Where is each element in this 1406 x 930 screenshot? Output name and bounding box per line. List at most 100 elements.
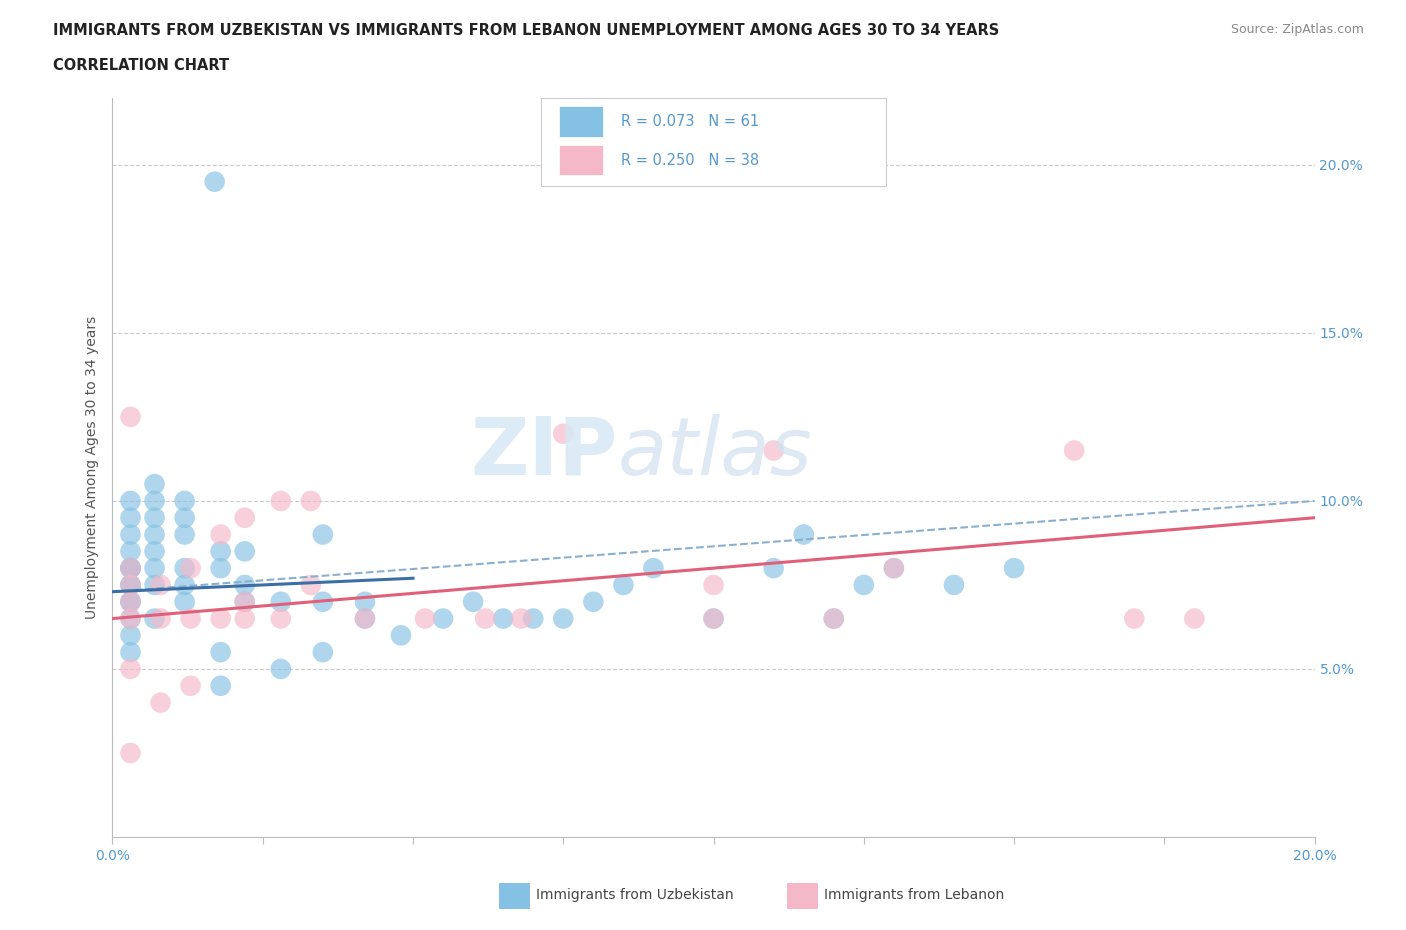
Point <box>492 611 515 626</box>
Text: IMMIGRANTS FROM UZBEKISTAN VS IMMIGRANTS FROM LEBANON UNEMPLOYMENT AMONG AGES 30: IMMIGRANTS FROM UZBEKISTAN VS IMMIGRANTS… <box>53 23 1000 38</box>
Point <box>209 644 232 659</box>
Point <box>643 561 665 576</box>
Text: R = 0.073   N = 61: R = 0.073 N = 61 <box>620 114 759 129</box>
Point <box>354 594 377 609</box>
Point <box>233 578 256 592</box>
Point <box>474 611 496 626</box>
Point <box>120 511 142 525</box>
Point <box>233 511 256 525</box>
Point <box>143 544 166 559</box>
Point <box>702 578 725 592</box>
Point <box>312 644 335 659</box>
Point <box>120 409 142 424</box>
Point <box>233 611 256 626</box>
Point <box>1184 611 1206 626</box>
Point <box>173 511 195 525</box>
Text: Source: ZipAtlas.com: Source: ZipAtlas.com <box>1230 23 1364 36</box>
Point <box>270 594 292 609</box>
Point <box>233 544 256 559</box>
Point <box>762 443 785 458</box>
Point <box>312 594 335 609</box>
Point <box>852 578 875 592</box>
Bar <box>558 145 603 176</box>
Bar <box>558 107 603 137</box>
Point <box>120 561 142 576</box>
Y-axis label: Unemployment Among Ages 30 to 34 years: Unemployment Among Ages 30 to 34 years <box>86 315 100 619</box>
Point <box>354 611 377 626</box>
Point <box>522 611 544 626</box>
Point <box>143 527 166 542</box>
Point <box>461 594 484 609</box>
Point <box>143 611 166 626</box>
Point <box>173 578 195 592</box>
Point <box>120 561 142 576</box>
Point <box>120 578 142 592</box>
Text: CORRELATION CHART: CORRELATION CHART <box>53 58 229 73</box>
Point <box>149 578 172 592</box>
Point <box>120 494 142 509</box>
Point <box>582 594 605 609</box>
Point <box>204 174 226 189</box>
Point <box>389 628 412 643</box>
Point <box>1063 443 1085 458</box>
Point <box>209 527 232 542</box>
Point <box>120 594 142 609</box>
Point <box>883 561 905 576</box>
Point <box>143 561 166 576</box>
Point <box>823 611 845 626</box>
Point <box>413 611 436 626</box>
Point <box>120 746 142 761</box>
Point <box>270 494 292 509</box>
Point <box>173 527 195 542</box>
Point <box>120 628 142 643</box>
Point <box>299 494 322 509</box>
Point <box>432 611 454 626</box>
Point <box>180 611 202 626</box>
Point <box>120 661 142 676</box>
Point <box>553 611 575 626</box>
Text: atlas: atlas <box>617 414 813 492</box>
Point <box>149 611 172 626</box>
Text: Immigrants from Lebanon: Immigrants from Lebanon <box>824 887 1004 902</box>
Point <box>143 494 166 509</box>
Point <box>209 544 232 559</box>
Point <box>270 611 292 626</box>
Point <box>209 611 232 626</box>
Point <box>180 561 202 576</box>
Point <box>233 594 256 609</box>
Point <box>120 594 142 609</box>
Point <box>702 611 725 626</box>
Point <box>823 611 845 626</box>
Point <box>120 578 142 592</box>
Text: R = 0.250   N = 38: R = 0.250 N = 38 <box>620 153 759 168</box>
Point <box>233 594 256 609</box>
Text: ZIP: ZIP <box>470 414 617 492</box>
Point <box>143 578 166 592</box>
Point <box>173 594 195 609</box>
Point <box>120 644 142 659</box>
Point <box>120 544 142 559</box>
Point <box>1123 611 1146 626</box>
Point <box>702 611 725 626</box>
Point <box>120 611 142 626</box>
Point <box>612 578 634 592</box>
Point <box>270 661 292 676</box>
Point <box>209 678 232 693</box>
Point <box>143 477 166 492</box>
Point <box>120 578 142 592</box>
Point <box>173 561 195 576</box>
Point <box>120 611 142 626</box>
Point <box>299 578 322 592</box>
Point <box>143 511 166 525</box>
Point <box>120 594 142 609</box>
Point <box>883 561 905 576</box>
Point <box>1002 561 1025 576</box>
Point <box>553 426 575 441</box>
Point <box>180 678 202 693</box>
Point <box>942 578 965 592</box>
Point <box>312 527 335 542</box>
Point <box>762 561 785 576</box>
Point <box>120 561 142 576</box>
Point <box>209 561 232 576</box>
Text: Immigrants from Uzbekistan: Immigrants from Uzbekistan <box>536 887 734 902</box>
